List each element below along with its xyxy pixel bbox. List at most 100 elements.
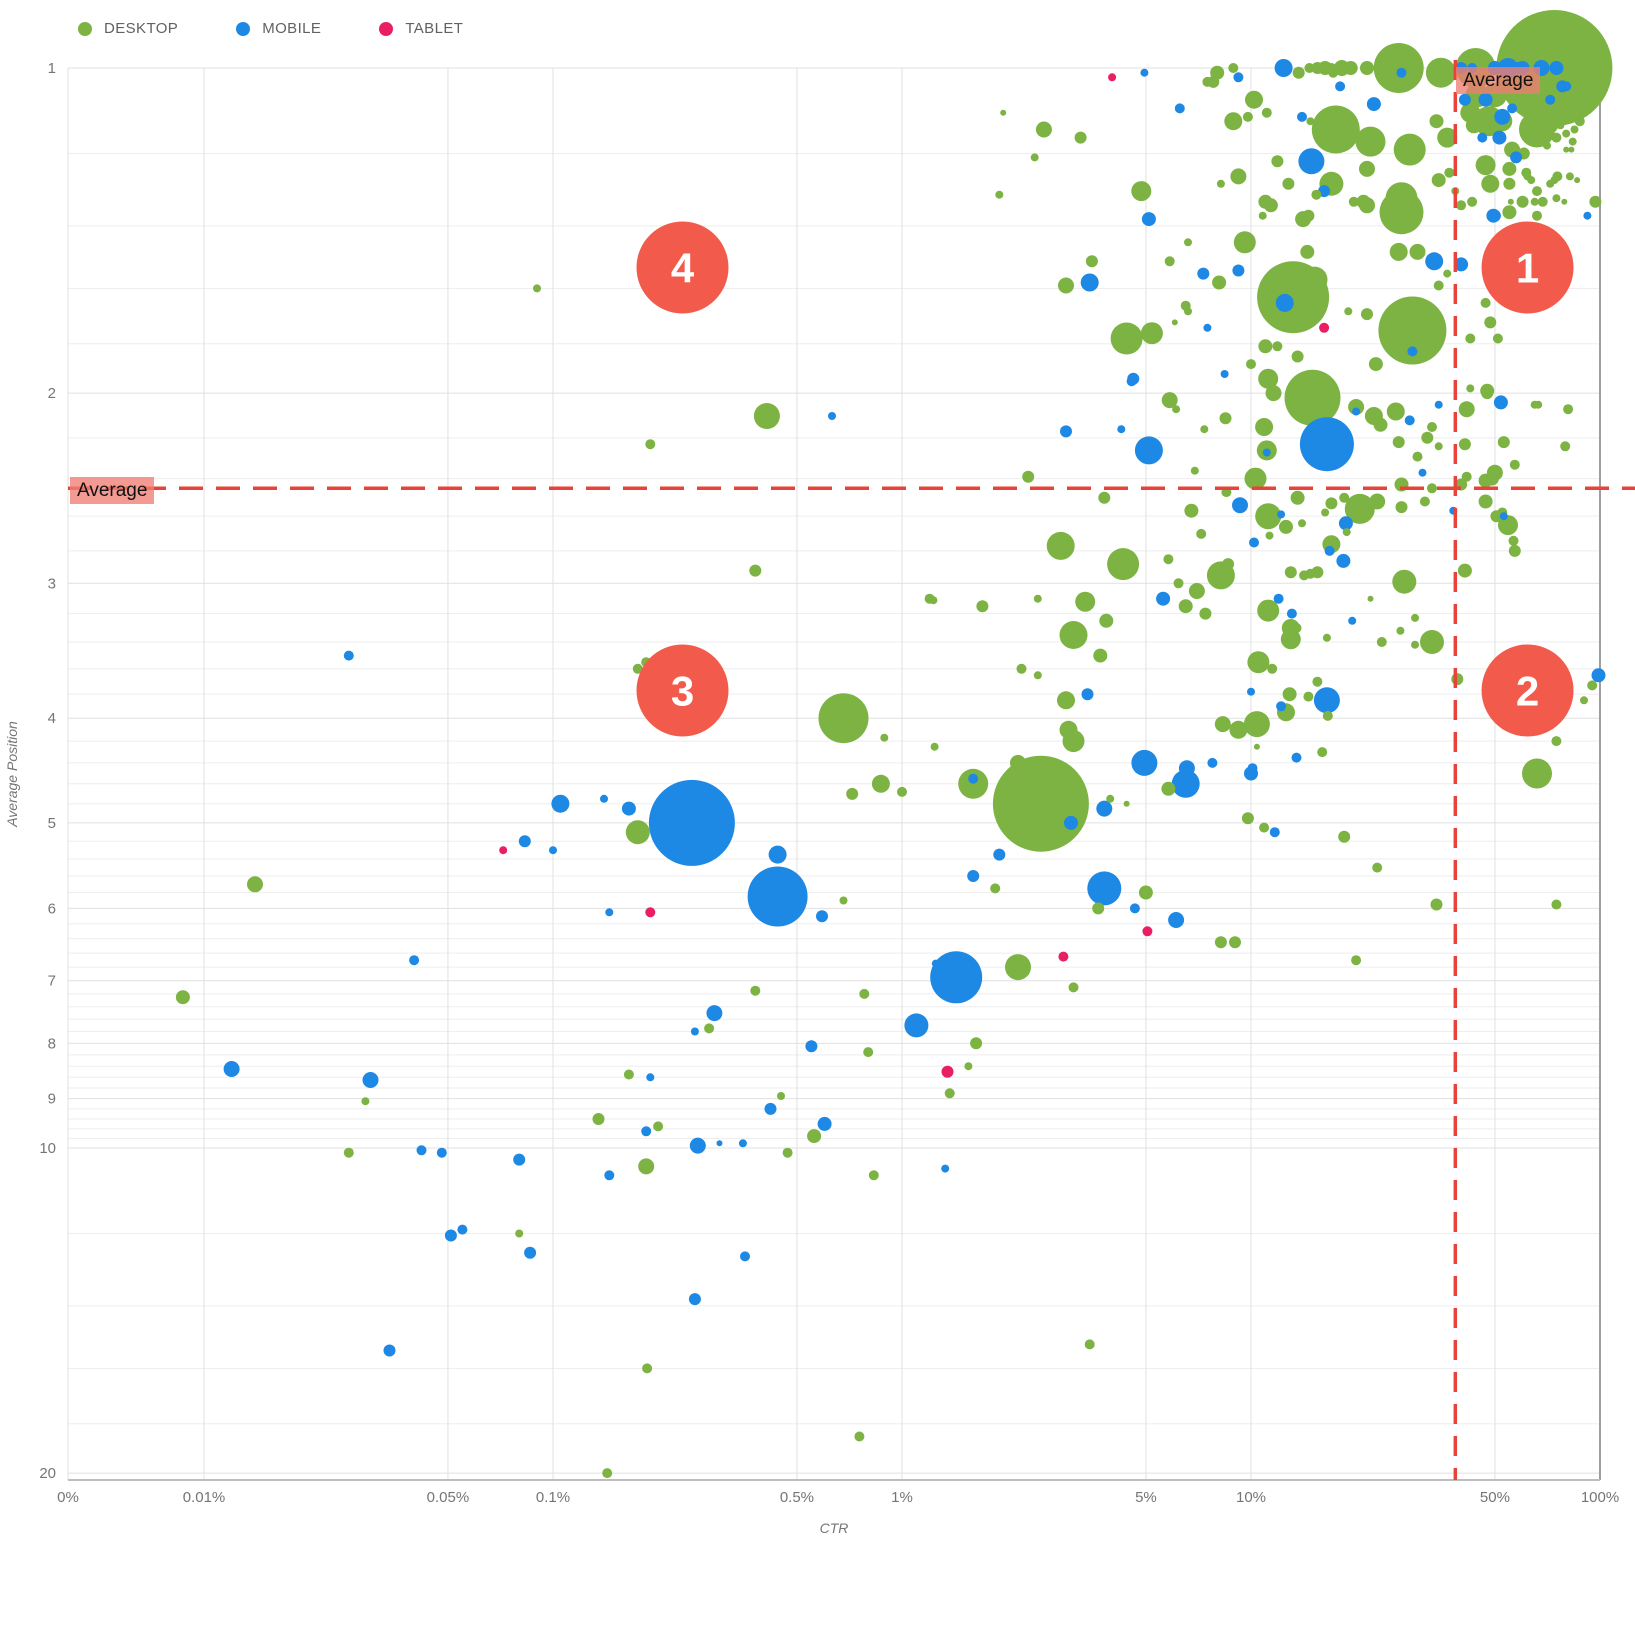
bubble-desktop[interactable] [1184,238,1192,247]
bubble-desktop[interactable] [1580,696,1588,705]
bubble-desktop[interactable] [1420,630,1444,654]
bubble-desktop[interactable] [1258,368,1279,389]
bubble-desktop[interactable] [1561,198,1568,205]
bubble-desktop[interactable] [818,693,869,744]
bubble-desktop[interactable] [361,1097,370,1106]
bubble-mobile[interactable] [1492,130,1507,145]
bubble-desktop[interactable] [1563,146,1570,153]
bubble-mobile[interactable] [689,1137,706,1154]
bubble-desktop[interactable] [1262,603,1277,618]
bubble-mobile[interactable] [1583,211,1592,220]
bubble-mobile[interactable] [1060,425,1072,438]
bubble-mobile[interactable] [1404,415,1415,426]
bubble-mobile[interactable] [740,1251,750,1262]
bubble-mobile[interactable] [1117,425,1126,434]
bubble-desktop[interactable] [995,190,1004,199]
bubble-mobile[interactable] [1324,545,1335,556]
bubble-desktop[interactable] [1481,174,1500,193]
bubble-mobile[interactable] [1203,323,1212,332]
bubble-desktop[interactable] [1311,189,1322,200]
bubble-desktop[interactable] [1291,350,1304,363]
bubble-desktop[interactable] [1430,898,1443,911]
bubble-desktop[interactable] [1325,497,1338,510]
bubble-desktop[interactable] [1427,483,1437,494]
bubble-mobile[interactable] [1510,151,1523,164]
bubble-desktop[interactable] [1419,496,1430,507]
bubble-desktop[interactable] [1587,680,1598,691]
bubble-mobile[interactable] [1262,448,1271,457]
bubble-desktop[interactable] [1551,736,1562,747]
bubble-mobile[interactable] [1335,81,1346,92]
bubble-desktop[interactable] [1247,651,1270,674]
bubble-desktop[interactable] [1381,201,1396,216]
bubble-mobile[interactable] [1171,769,1200,798]
bubble-desktop[interactable] [1465,333,1476,344]
bubble-mobile[interactable] [1488,209,1501,222]
bubble-mobile[interactable] [1096,800,1113,817]
bubble-desktop[interactable] [1093,648,1108,663]
bubble-desktop[interactable] [1425,57,1456,88]
bubble-desktop[interactable] [1516,195,1529,208]
bubble-mobile[interactable] [1064,815,1078,830]
bubble-desktop[interactable] [1279,519,1293,534]
bubble-desktop[interactable] [1322,710,1333,721]
bubble-desktop[interactable] [1509,459,1520,470]
bubble-mobile[interactable] [513,1153,526,1166]
bubble-desktop[interactable] [1000,109,1007,116]
bubble-mobile[interactable] [1478,92,1493,107]
bubble-mobile[interactable] [764,1102,777,1115]
bubble-mobile[interactable] [444,1229,457,1242]
bubble-desktop[interactable] [1190,466,1199,475]
bubble-desktop[interactable] [1163,554,1174,565]
bubble-desktop[interactable] [1242,111,1253,122]
bubble-mobile[interactable] [768,845,787,864]
bubble-desktop[interactable] [1373,417,1388,432]
bubble-desktop[interactable] [1258,339,1273,354]
bubble-desktop[interactable] [1563,404,1574,415]
bubble-desktop[interactable] [1356,194,1371,209]
bubble-tablet[interactable] [1319,322,1330,333]
bubble-desktop[interactable] [1502,161,1517,176]
bubble-desktop[interactable] [533,284,541,293]
bubble-mobile[interactable] [1140,68,1149,77]
bubble-desktop[interactable] [1351,955,1362,966]
bubble-mobile[interactable] [551,794,570,813]
bubble-desktop[interactable] [1199,607,1212,620]
bubble-desktop[interactable] [1395,501,1408,514]
bubble-mobile[interactable] [1297,111,1307,122]
bubble-desktop[interactable] [859,988,870,999]
bubble-desktop[interactable] [653,1121,664,1132]
bubble-desktop[interactable] [1075,591,1096,612]
bubble-desktop[interactable] [1433,280,1444,291]
bubble-mobile[interactable] [1407,346,1418,357]
bubble-desktop[interactable] [970,1037,983,1050]
bubble-mobile[interactable] [706,1005,723,1022]
bubble-mobile[interactable] [1499,512,1508,521]
bubble-desktop[interactable] [1523,172,1532,181]
bubble-desktop[interactable] [1301,266,1328,293]
bubble-mobile[interactable] [605,908,614,917]
bubble-desktop[interactable] [1465,117,1482,134]
bubble-desktop[interactable] [871,774,890,793]
bubble-desktop[interactable] [1107,548,1140,581]
bubble-mobile[interactable] [1126,376,1137,387]
bubble-mobile[interactable] [600,794,608,803]
bubble-mobile[interactable] [1425,252,1444,271]
bubble-desktop[interactable] [1412,451,1423,462]
bubble-mobile[interactable] [1338,516,1353,531]
bubble-desktop[interactable] [1265,531,1274,540]
bubble-desktop[interactable] [1216,179,1225,188]
bubble-desktop[interactable] [880,733,889,742]
bubble-desktop[interactable] [1272,341,1283,352]
bubble-desktop[interactable] [1348,399,1365,415]
bubble-desktop[interactable] [1392,569,1417,594]
bubble-desktop[interactable] [1246,359,1256,370]
bubble-desktop[interactable] [1123,800,1130,807]
bubble-mobile[interactable] [747,866,808,927]
bubble-desktop[interactable] [247,876,263,893]
bubble-mobile[interactable] [646,1073,655,1082]
bubble-desktop[interactable] [1214,936,1227,949]
bubble-desktop[interactable] [1228,63,1239,73]
bubble-desktop[interactable] [1131,181,1152,202]
bubble-desktop[interactable] [1560,441,1571,452]
